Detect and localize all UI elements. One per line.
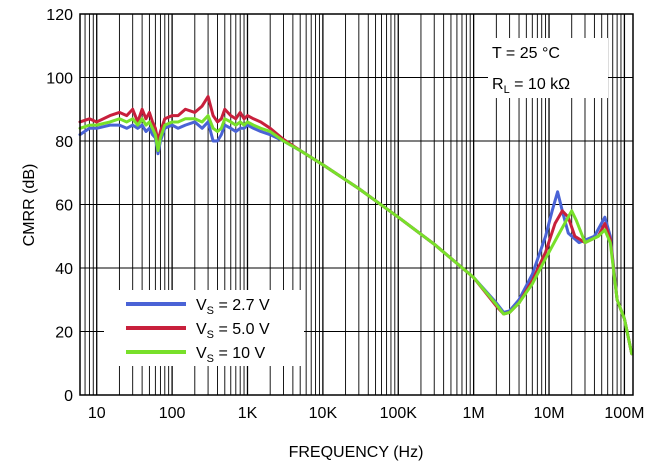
legend-label-2p7-suffix: = 2.7 V [214, 297, 270, 314]
legend-label-10-prefix: V [196, 345, 207, 362]
legend-item-5p0: VS = 5.0 V [126, 321, 270, 341]
annotation-load: RL = 10 kΩ [492, 76, 570, 96]
legend-label-2p7-prefix: V [196, 297, 207, 314]
y-tick-label: 80 [55, 134, 73, 151]
plot-frame [79, 13, 634, 396]
legend: VS = 2.7 V VS = 5.0 V VS = 10 V [104, 290, 304, 366]
legend-item-2p7: VS = 2.7 V [126, 297, 270, 317]
annotation-load-prefix: R [492, 76, 504, 93]
series-line-1 [78, 120, 634, 356]
y-tick-labels: 0 20 40 60 80 100 120 [46, 7, 73, 405]
y-tick-label: 60 [55, 198, 73, 215]
y-tick-label: 100 [46, 71, 73, 88]
series-lines [78, 95, 634, 356]
legend-label-10-sub: S [207, 353, 214, 365]
x-axis-label: FREQUENCY (Hz) [289, 444, 424, 461]
legend-label-5p0-suffix: = 5.0 V [214, 321, 270, 338]
x-tick-label: 100 [159, 405, 186, 422]
legend-label-5p0-sub: S [207, 329, 214, 341]
legend-label-5p0: VS = 5.0 V [196, 321, 270, 341]
y-tick-label: 40 [55, 261, 73, 278]
series-line-2 [78, 95, 634, 356]
annotation-load-suffix: = 10 kΩ [510, 76, 570, 93]
x-tick-label: 100K [380, 405, 418, 422]
legend-label-10-suffix: = 10 V [214, 345, 265, 362]
x-tick-label: 10M [533, 405, 564, 422]
annotation-temperature: T = 25 °C [492, 45, 560, 62]
legend-label-10: VS = 10 V [196, 345, 265, 365]
y-axis-label: CMRR (dB) [21, 164, 38, 247]
x-tick-label: 10 [88, 405, 106, 422]
x-tick-label: 1K [238, 405, 258, 422]
legend-label-2p7-sub: S [207, 305, 214, 317]
legend-item-10: VS = 10 V [126, 345, 265, 365]
y-tick-label: 120 [46, 7, 73, 24]
y-tick-label: 0 [64, 388, 73, 405]
x-tick-label: 1M [463, 405, 485, 422]
y-tick-label: 20 [55, 325, 73, 342]
x-tick-labels: 10 100 1K 10K 100K 1M 10M 100M [88, 405, 645, 422]
legend-label-5p0-prefix: V [196, 321, 207, 338]
x-tick-label: 100M [604, 405, 644, 422]
conditions-annotation: T = 25 °C RL = 10 kΩ [488, 38, 608, 98]
annotation-load-sub: L [504, 84, 510, 96]
legend-label-2p7: VS = 2.7 V [196, 297, 270, 317]
annotation-background [488, 38, 608, 98]
series-line-3 [78, 114, 634, 356]
x-tick-label: 10K [309, 405, 338, 422]
